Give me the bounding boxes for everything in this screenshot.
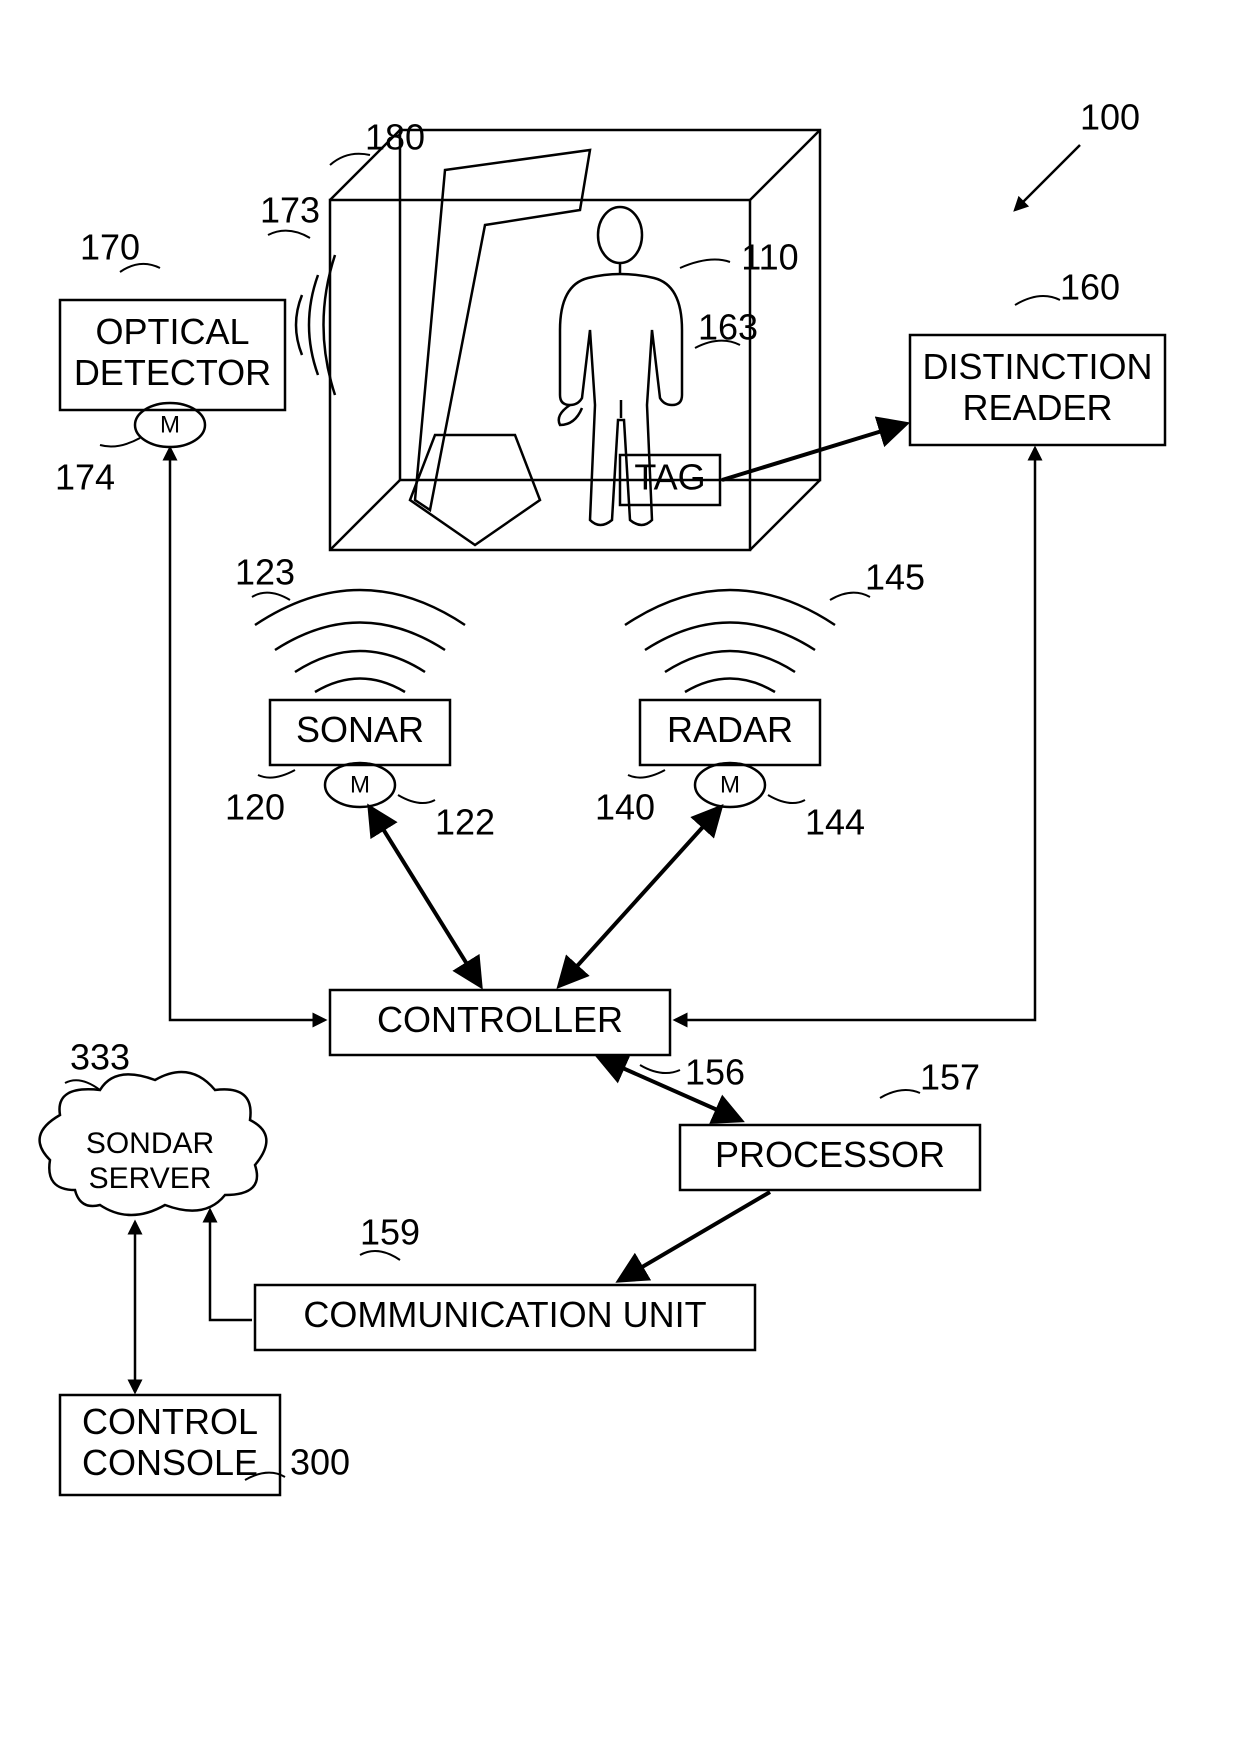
- block-sonar-label-0: SONAR: [296, 709, 424, 750]
- block-optical_detector-label-1: DETECTOR: [74, 352, 271, 393]
- block-radar: RADAR: [640, 700, 820, 765]
- ref-333: 333: [70, 1037, 130, 1078]
- ref-122: 122: [435, 802, 495, 843]
- block-tag-label-0: TAG: [634, 457, 705, 498]
- block-distinction_reader-label-1: READER: [962, 387, 1112, 428]
- block-processor: PROCESSOR: [680, 1125, 980, 1190]
- ref-300: 300: [290, 1442, 350, 1483]
- ref-174: 174: [55, 457, 115, 498]
- motor-optical_m-label: M: [160, 411, 180, 438]
- ref-120: 120: [225, 787, 285, 828]
- block-radar-label-0: RADAR: [667, 709, 793, 750]
- block-communication_unit: COMMUNICATION UNIT: [255, 1285, 755, 1350]
- motor-sonar_m-label: M: [350, 771, 370, 798]
- motor-radar_m: M: [695, 763, 765, 807]
- ref-100: 100: [1080, 97, 1140, 138]
- block-optical_detector-label-0: OPTICAL: [95, 311, 249, 352]
- ref-160: 160: [1060, 267, 1120, 308]
- system-diagram: OPTICALDETECTOR DISTINCTIONREADER TAG SONAR…: [0, 0, 1240, 1745]
- block-controller-label-0: CONTROLLER: [377, 999, 623, 1040]
- motor-sonar_m: M: [325, 763, 395, 807]
- block-control_console-label-0: CONTROL: [82, 1401, 258, 1442]
- ref-180: 180: [365, 117, 425, 158]
- block-controller: CONTROLLER: [330, 990, 670, 1055]
- radar-waves: [625, 590, 835, 692]
- ref-156: 156: [685, 1052, 745, 1093]
- ref-170: 170: [80, 227, 140, 268]
- block-distinction_reader-label-0: DISTINCTION: [923, 346, 1153, 387]
- ref-145: 145: [865, 557, 925, 598]
- ref-140: 140: [595, 787, 655, 828]
- sonar-waves: [255, 590, 465, 692]
- block-tag: TAG: [620, 455, 720, 505]
- cloud-sondar-server: SONDAR SERVER: [40, 1072, 267, 1215]
- block-optical_detector: OPTICALDETECTOR: [60, 300, 285, 410]
- block-processor-label-0: PROCESSOR: [715, 1134, 945, 1175]
- ref-144: 144: [805, 802, 865, 843]
- ref-173: 173: [260, 190, 320, 231]
- cloud-label-1: SONDAR: [86, 1127, 214, 1160]
- block-distinction_reader: DISTINCTIONREADER: [910, 335, 1165, 445]
- ref-163: 163: [698, 307, 758, 348]
- reference-numbers: 100 180 110 163 160 170 173 174 123 145 …: [55, 97, 1140, 1483]
- ref-157: 157: [920, 1057, 980, 1098]
- cloud-label-2: SERVER: [89, 1162, 212, 1195]
- block-communication_unit-label-0: COMMUNICATION UNIT: [303, 1294, 706, 1335]
- block-control_console-label-1: CONSOLE: [82, 1442, 258, 1483]
- block-sonar: SONAR: [270, 700, 450, 765]
- ref-110: 110: [741, 237, 798, 278]
- ref-159: 159: [360, 1212, 420, 1253]
- ref-123: 123: [235, 552, 295, 593]
- motor-radar_m-label: M: [720, 771, 740, 798]
